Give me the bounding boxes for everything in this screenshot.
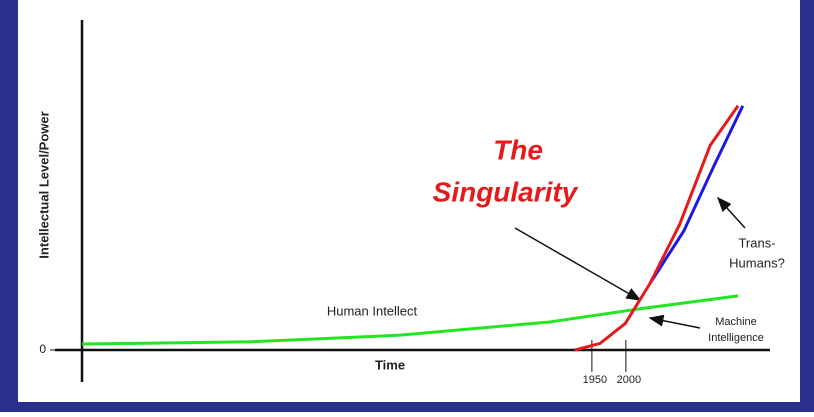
- panel: [18, 0, 800, 402]
- title: The: [493, 134, 543, 165]
- series-line: [648, 105, 745, 285]
- annotation: Humans?: [729, 255, 785, 270]
- x-tick-label: 1950: [583, 374, 607, 386]
- x-axis-label: Time: [375, 357, 405, 372]
- x-tick-label: 2000: [617, 374, 641, 386]
- arrow: [648, 314, 701, 329]
- series-line: [81, 294, 739, 346]
- y-axis-label: Intellectual Level/Power: [36, 111, 51, 258]
- annotation: Machine: [715, 316, 757, 328]
- y-tick-label: 0: [39, 342, 46, 356]
- title: Singularity: [433, 176, 579, 207]
- annotation: Trans-: [738, 235, 775, 250]
- arrow: [716, 196, 746, 229]
- arrow: [514, 227, 642, 301]
- annotation: Intelligence: [708, 332, 764, 344]
- series-label: Human Intellect: [327, 303, 418, 318]
- series-line: [574, 104, 740, 352]
